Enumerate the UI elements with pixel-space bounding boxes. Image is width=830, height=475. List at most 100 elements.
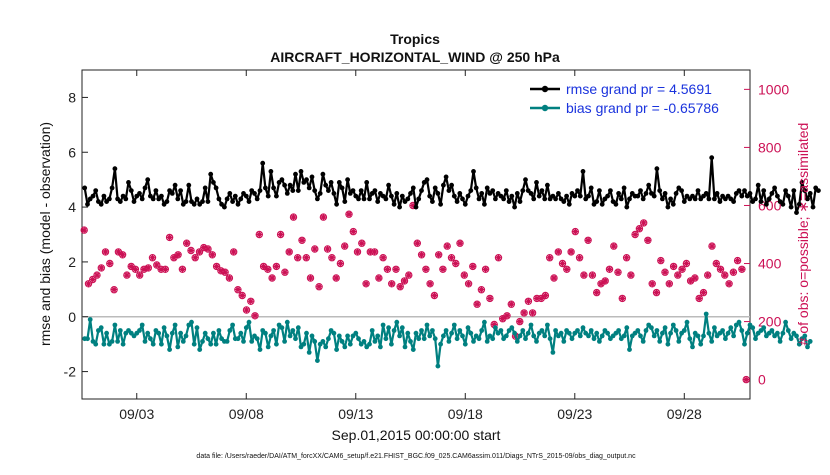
rmse-point [389, 193, 394, 199]
bias-point [159, 341, 164, 347]
bias-point [788, 336, 794, 342]
obs-assimilated-marker [456, 240, 464, 247]
bias-point [465, 325, 471, 331]
obs-assimilated-marker [192, 254, 199, 261]
obs-assimilated-marker [375, 274, 383, 282]
obs-assimilated-marker [713, 260, 720, 267]
bias-point [588, 328, 594, 333]
bias-point [419, 328, 424, 333]
obs-assimilated-marker [636, 225, 643, 232]
rmse-point [205, 199, 211, 205]
obs-assimilated-marker [345, 210, 353, 218]
obs-count-point [699, 288, 708, 297]
obs-assimilated-marker [239, 292, 246, 299]
bias-point [197, 347, 203, 352]
rmse-point [356, 196, 361, 202]
obs-count-point [144, 264, 153, 272]
rmse-point [391, 201, 397, 207]
rmse-point [810, 204, 816, 210]
obs-count-point [400, 277, 409, 285]
rmse-point [350, 188, 356, 194]
bias-point [673, 328, 679, 333]
bias-point [528, 322, 534, 328]
bias-point [498, 328, 504, 333]
obs-assimilated-marker [670, 263, 677, 270]
rmse-point [717, 199, 723, 205]
bias-point [514, 339, 520, 344]
obs-assimilated-marker [153, 261, 160, 269]
bias-point [569, 336, 575, 342]
bias-point [575, 328, 580, 333]
obs-count-point [272, 262, 281, 271]
bias-point [399, 325, 405, 331]
rmse-point [263, 185, 268, 191]
bias-point [731, 333, 736, 339]
obs-count-point [665, 280, 673, 288]
obs-assimilated-marker [379, 254, 387, 261]
obs-assimilated-marker [559, 260, 566, 267]
obs-assimilated-marker [405, 271, 412, 279]
rmse-point [668, 196, 673, 202]
bias-point [345, 333, 350, 339]
obs-count-point [118, 251, 127, 259]
rmse-point [230, 199, 236, 205]
obs-assimilated-marker [196, 248, 203, 256]
obs-count-point [383, 265, 392, 273]
obs-assimilated-marker [640, 219, 647, 227]
obs-count-point [298, 236, 306, 245]
rmse-point [643, 191, 649, 196]
bias-point [802, 333, 808, 339]
obs-assimilated-marker [337, 260, 344, 267]
bias-point [550, 350, 556, 355]
y-right-tick-label: 400 [758, 256, 782, 272]
obs-assimilated-marker [409, 202, 417, 209]
bias-point [306, 350, 312, 355]
obs-assimilated-marker [572, 228, 579, 235]
bias-point [523, 336, 528, 342]
rmse-point [317, 191, 323, 196]
rmse-point [164, 199, 170, 205]
bias-point [460, 333, 465, 339]
bias-point [230, 322, 236, 328]
rmse-point [145, 177, 151, 183]
obs-assimilated-marker [140, 266, 148, 273]
bias-point [290, 328, 296, 333]
bias-point [684, 319, 690, 325]
obs-count-point [516, 317, 524, 326]
rmse-point [126, 180, 131, 185]
bias-point [315, 358, 320, 363]
obs-assimilated-marker [683, 260, 690, 267]
rmse-point [624, 204, 630, 210]
bias-point [723, 336, 728, 342]
bias-point [287, 333, 293, 339]
chart-subtitle: AIRCRAFT_HORIZONTAL_WIND @ 250 hPa [270, 49, 560, 65]
bias-point [402, 344, 408, 350]
bias-point [367, 341, 372, 347]
bias-point [742, 341, 747, 347]
obs-assimilated-marker [734, 257, 741, 264]
bias-point [449, 330, 454, 336]
rmse-point [670, 201, 676, 207]
bias-point [109, 339, 115, 344]
bias-point [520, 328, 526, 333]
rmse-point [654, 166, 660, 172]
y-left-tick-label: 8 [68, 89, 76, 105]
bias-point [651, 333, 657, 339]
obs-count-point [546, 254, 554, 262]
obs-assimilated-marker [401, 277, 408, 285]
bias-point [542, 333, 548, 339]
obs-count-point [358, 239, 366, 247]
rmse-point [462, 201, 468, 207]
obs-assimilated-marker [277, 231, 284, 238]
obs-assimilated-marker [431, 292, 438, 299]
obs-count-point [225, 274, 234, 282]
rmse-point [772, 185, 777, 191]
obs-count-point [721, 271, 729, 279]
rmse-point [580, 169, 586, 174]
rmse-point [178, 188, 184, 194]
obs-assimilated-marker [384, 266, 391, 273]
obs-count-point [238, 291, 246, 300]
legend-bias-marker [541, 104, 549, 112]
obs-assimilated-marker [183, 240, 190, 247]
